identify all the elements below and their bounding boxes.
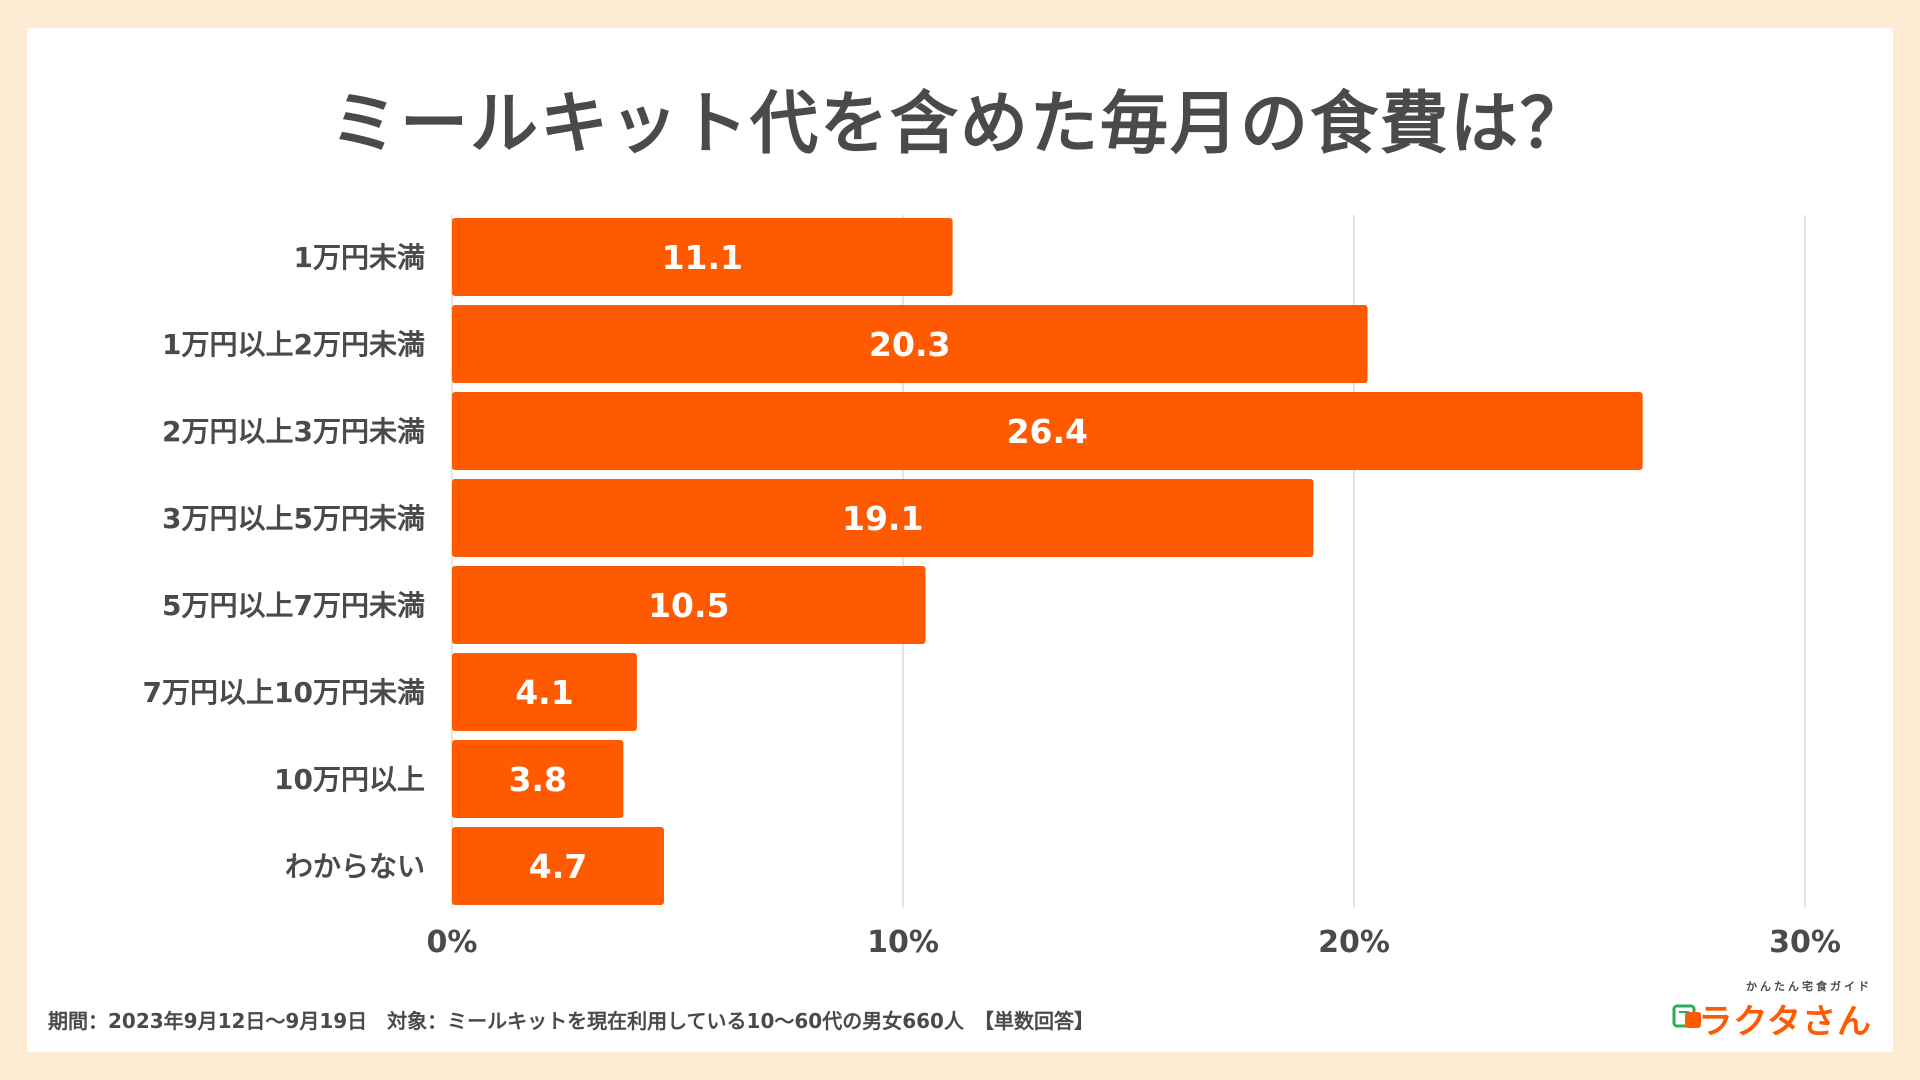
x-axis-ticks: 0% 10% 20% 30% [427,925,1841,960]
x-tick-label: 30% [1769,925,1841,960]
bar [452,827,664,905]
bar [452,218,953,296]
logo-subtitle: かんたん宅食ガイド [1746,980,1872,993]
chart-title: ミールキット代を含めた毎月の食費は？ [329,85,1590,164]
category-label: わからない [285,850,425,883]
brand-logo: かんたん宅食ガイド ラクタさん [1672,978,1872,1042]
x-tick-label: 0% [427,925,478,960]
bar-value-label: 10.5 [648,586,729,625]
category-label: 3万円以上5万円未満 [162,502,425,535]
category-label: 7万円以上10万円未満 [143,676,425,709]
category-label: 5万円以上7万円未満 [162,589,425,622]
category-labels: 1万円未満 1万円以上2万円未満 2万円以上3万円未満 3万円以上5万円未満 5万円以上… [143,241,425,883]
bar-value-label: 26.4 [1007,412,1088,451]
survey-footnote: 期間：2023年9月12日〜9月19日 対象：ミールキットを現在利用している10… [48,1009,1094,1033]
bar [452,740,624,818]
category-label: 1万円未満 [294,241,425,274]
bar [452,653,637,731]
bar-value-label: 4.7 [529,847,587,886]
category-label: 1万円以上2万円未満 [162,328,425,361]
logo-name: ラクタさん [1698,1002,1872,1042]
x-tick-label: 20% [1318,925,1390,960]
bar-value-label: 19.1 [842,499,923,538]
bar [452,566,926,644]
bar [452,479,1314,557]
bar [452,392,1643,470]
bar-value-label: 20.3 [869,325,950,364]
lunchbox-icon [1672,1004,1701,1028]
x-tick-label: 10% [867,925,939,960]
bars: 11.1 20.3 26.4 19.1 10.5 4.1 3.8 4.7 [452,218,1643,905]
bar-value-label: 11.1 [662,238,743,277]
bar [452,305,1368,383]
category-label: 10万円以上 [274,763,425,796]
bar-value-label: 3.8 [508,760,566,799]
bar-value-label: 4.1 [515,673,573,712]
category-label: 2万円以上3万円未満 [162,415,425,448]
